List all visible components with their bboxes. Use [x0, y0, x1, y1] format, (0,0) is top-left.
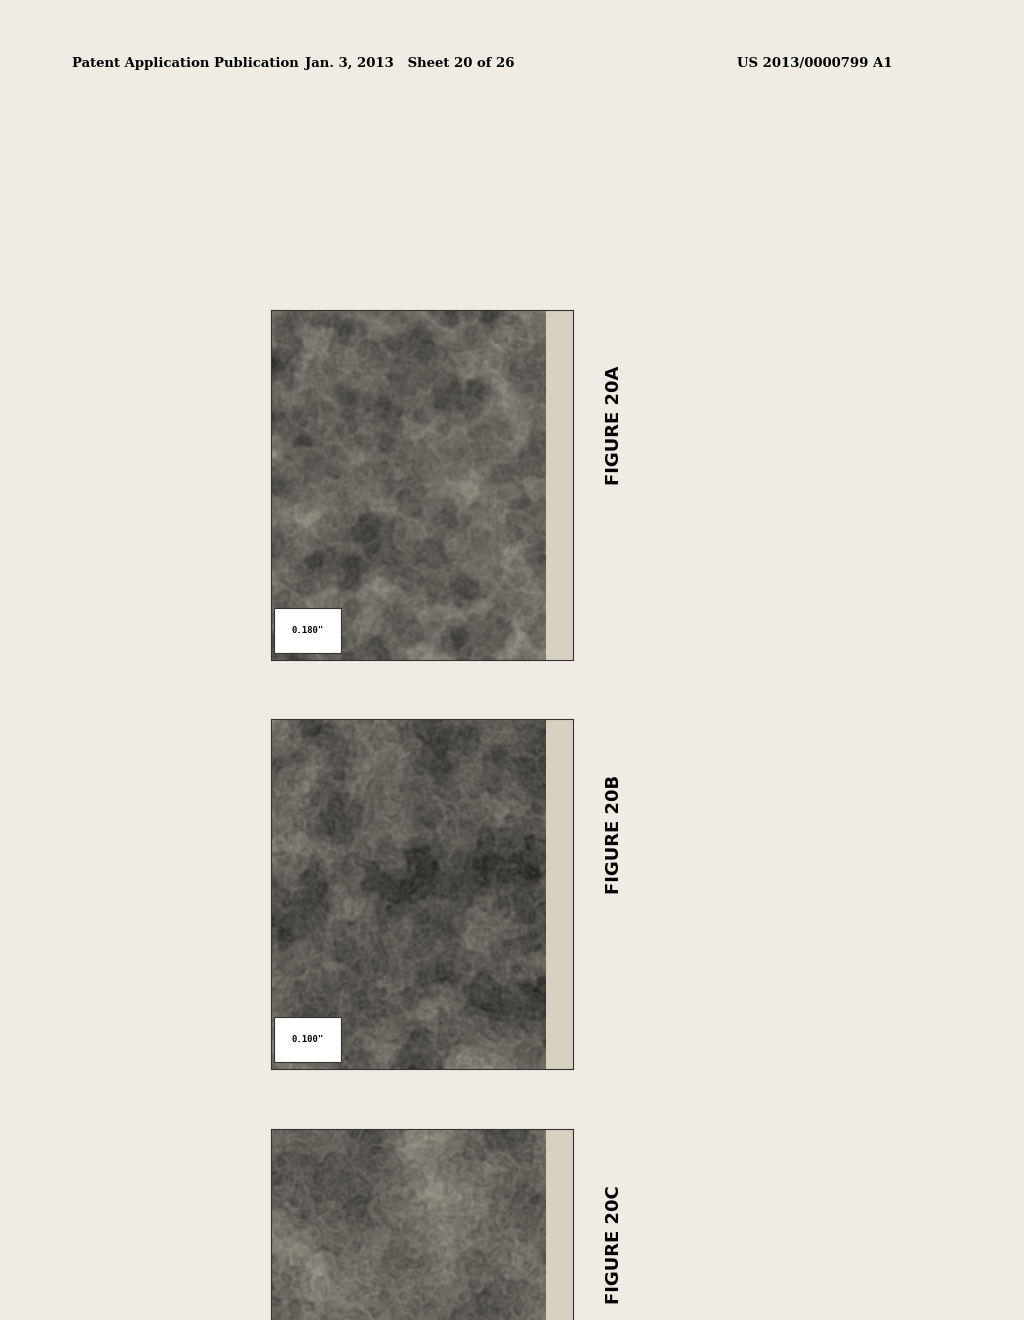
Text: Patent Application Publication: Patent Application Publication	[72, 57, 298, 70]
Text: FIGURE 20C: FIGURE 20C	[605, 1185, 624, 1304]
Text: 0.100": 0.100"	[292, 1035, 324, 1044]
Text: 0.180": 0.180"	[292, 626, 324, 635]
Bar	[546, 310, 573, 660]
Text: FIGURE 20A: FIGURE 20A	[605, 366, 624, 484]
Bar	[274, 607, 341, 653]
Text: FIGURE 20B: FIGURE 20B	[605, 775, 624, 895]
Bar	[546, 1129, 573, 1320]
Text: US 2013/0000799 A1: US 2013/0000799 A1	[737, 57, 893, 70]
Text: Jan. 3, 2013   Sheet 20 of 26: Jan. 3, 2013 Sheet 20 of 26	[305, 57, 514, 70]
Bar	[546, 719, 573, 1069]
Bar	[274, 1016, 341, 1063]
